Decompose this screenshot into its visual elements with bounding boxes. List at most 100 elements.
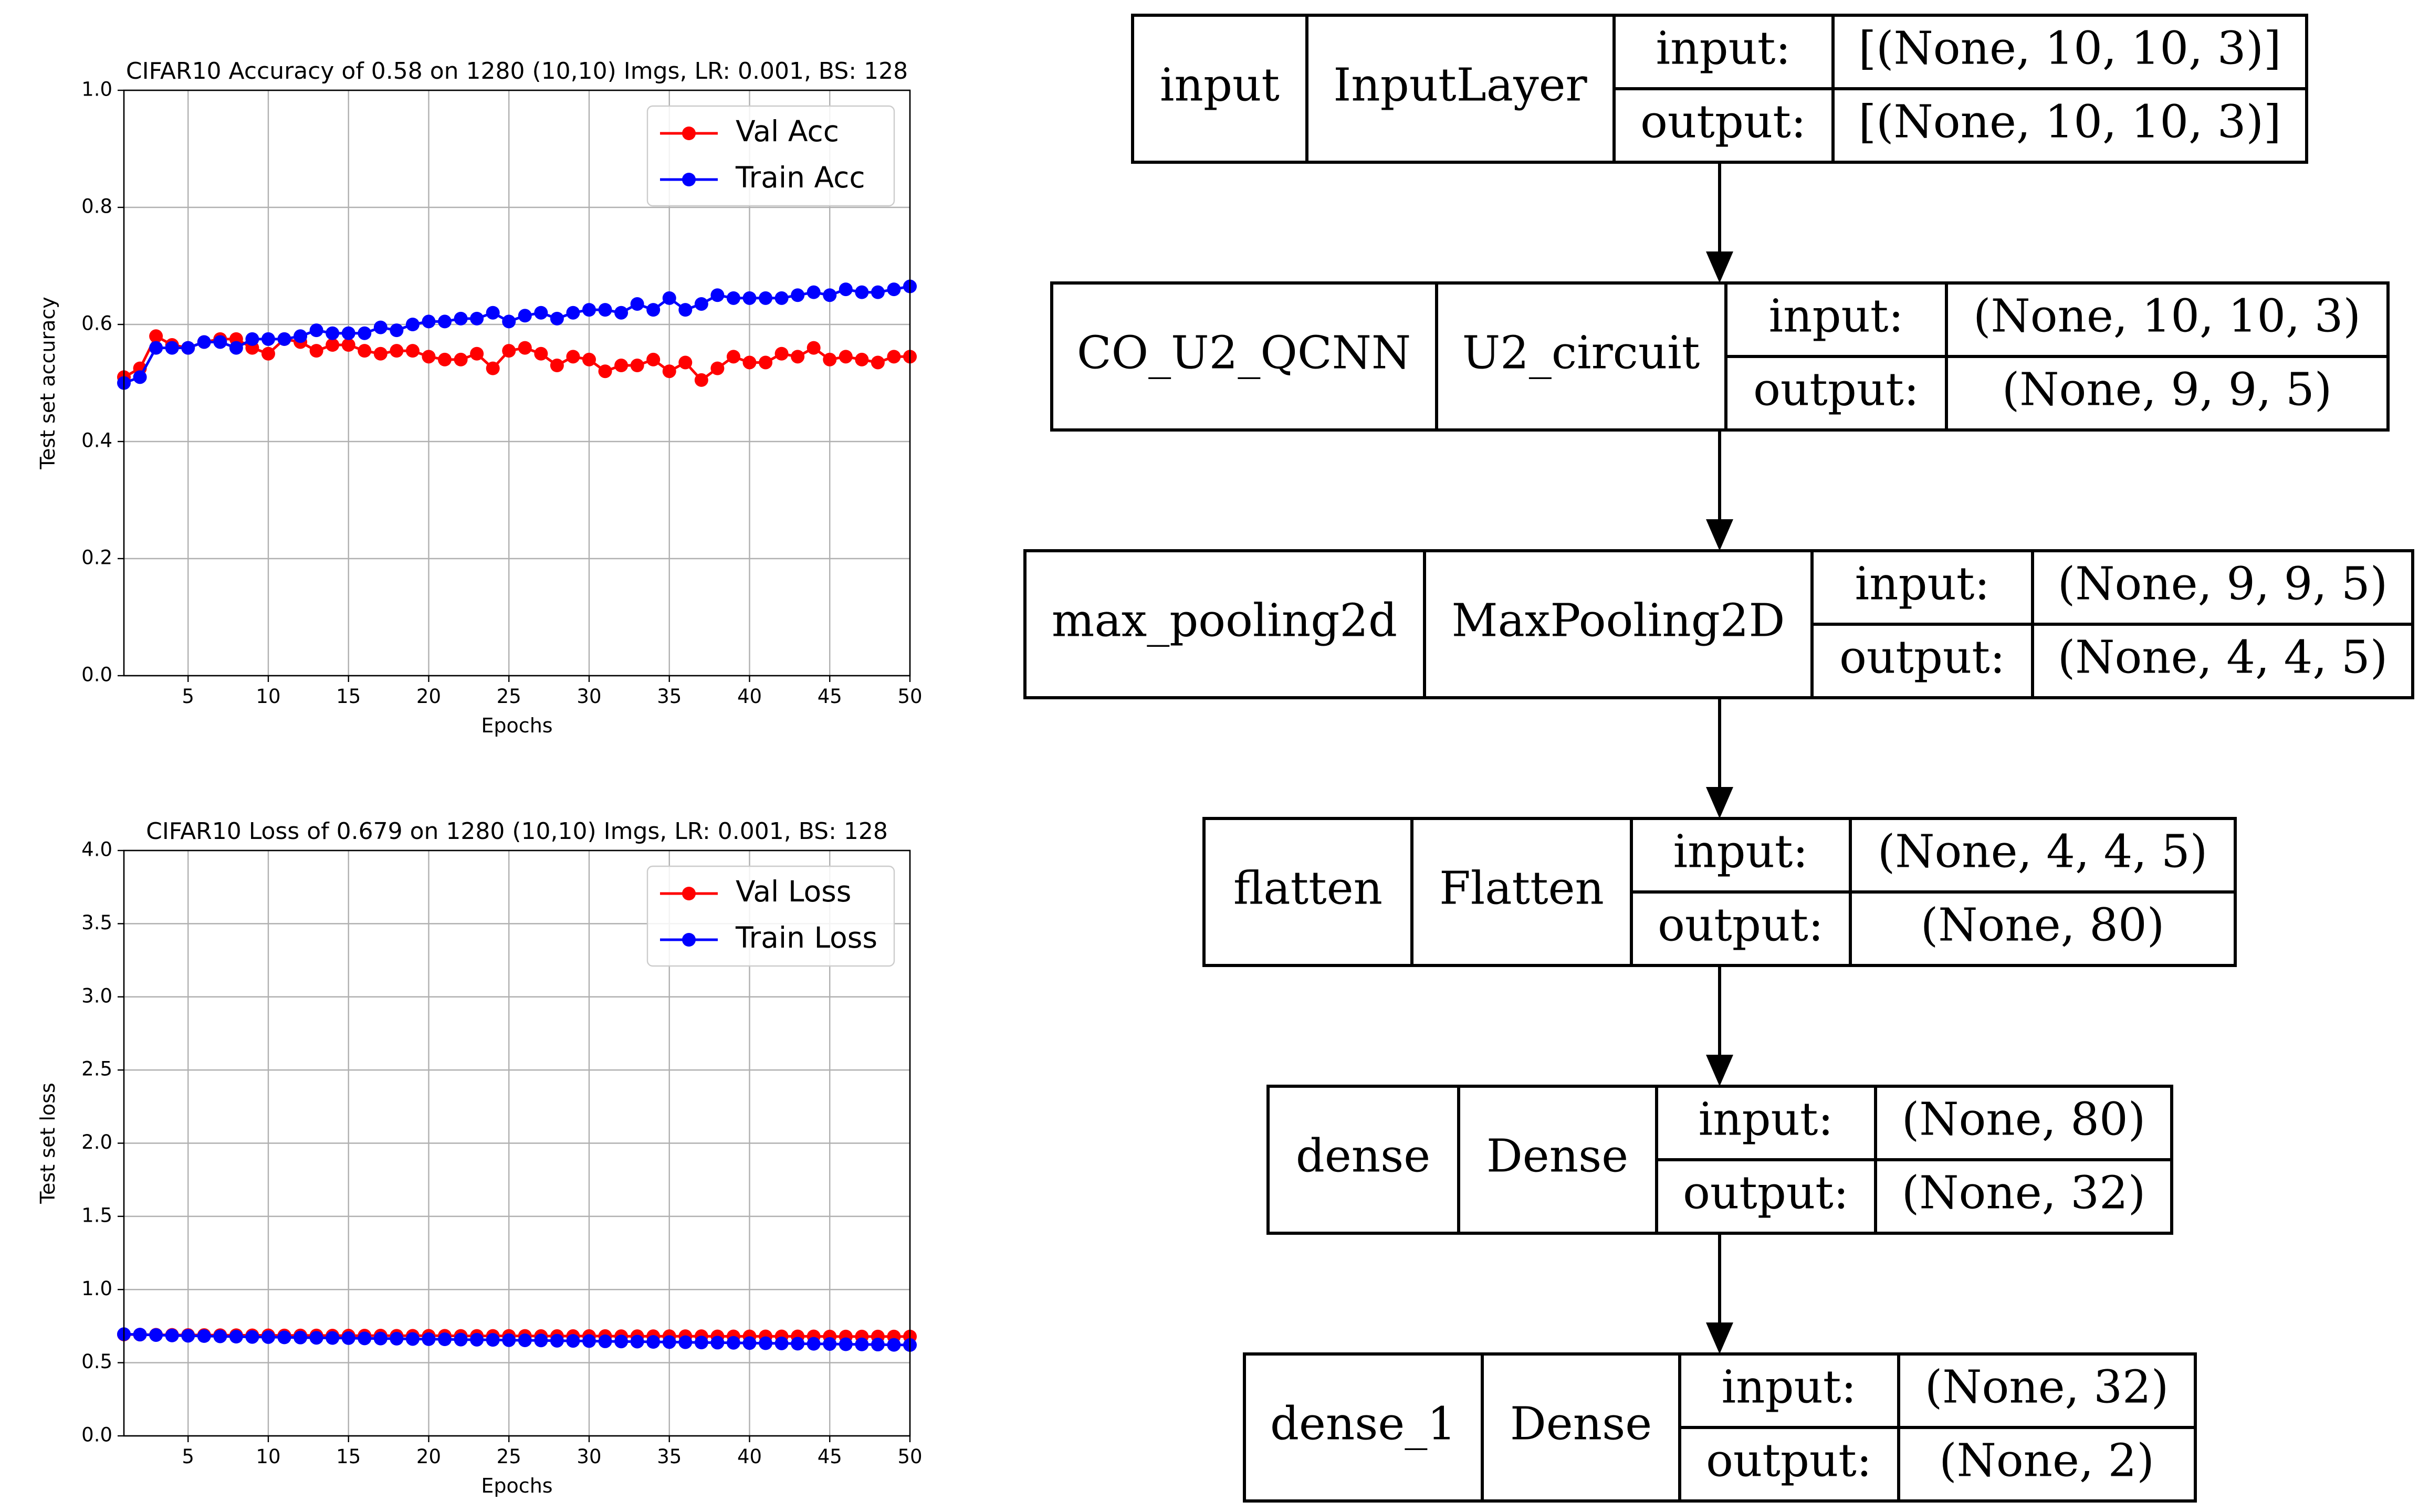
x-tick-label: 10 xyxy=(256,685,280,708)
plot-frame xyxy=(123,849,911,1437)
data-point xyxy=(598,364,612,379)
legend-marker xyxy=(682,933,696,947)
data-point xyxy=(726,350,740,364)
data-point xyxy=(694,373,708,387)
data-point xyxy=(598,1334,612,1348)
data-point xyxy=(245,1330,259,1344)
data-point xyxy=(229,341,243,355)
data-point xyxy=(678,355,693,370)
output-shape: (None, 4, 4, 5) xyxy=(2058,632,2388,684)
output-label: output: xyxy=(1706,1435,1872,1487)
data-point xyxy=(678,303,693,317)
x-tick-label: 5 xyxy=(182,685,194,708)
data-point xyxy=(887,350,901,364)
data-point xyxy=(341,338,355,352)
data-point xyxy=(726,291,740,305)
data-point xyxy=(598,303,612,317)
input-shape: (None, 4, 4, 5) xyxy=(1878,826,2208,878)
data-point xyxy=(213,335,227,349)
x-tick-label: 35 xyxy=(657,685,682,708)
data-point xyxy=(165,1328,179,1342)
layer-type: Dense xyxy=(1486,1130,1628,1183)
output-shape: [(None, 10, 10, 3)] xyxy=(1858,96,2281,149)
data-point xyxy=(710,288,725,302)
data-point xyxy=(774,346,789,361)
output-shape: (None, 80) xyxy=(1921,899,2165,952)
data-point xyxy=(774,1336,789,1350)
layer-name: dense_1 xyxy=(1270,1398,1456,1451)
data-point xyxy=(839,350,853,364)
data-point xyxy=(550,359,564,373)
input-label: input: xyxy=(1673,826,1808,878)
x-tick-label: 30 xyxy=(577,685,601,708)
x-tick-label: 5 xyxy=(182,1445,194,1468)
y-tick-label: 0.0 xyxy=(81,1424,112,1446)
data-point xyxy=(213,1329,227,1343)
data-point xyxy=(133,1328,147,1342)
data-point xyxy=(181,341,195,355)
data-point xyxy=(486,361,500,375)
data-point xyxy=(710,1336,725,1350)
legend-marker xyxy=(682,173,696,186)
y-tick-label: 4.0 xyxy=(81,838,112,861)
data-point xyxy=(710,361,725,375)
data-point xyxy=(358,344,372,358)
chart-title: CIFAR10 Loss of 0.679 on 1280 (10,10) Im… xyxy=(146,818,888,845)
layer-block: CO_U2_QCNN U2_circuit input: output: (No… xyxy=(1050,281,2390,432)
data-point xyxy=(454,1332,468,1347)
y-tick-label: 1.0 xyxy=(81,78,112,101)
data-point xyxy=(422,350,436,364)
data-point xyxy=(470,311,484,326)
y-tick-label: 2.0 xyxy=(81,1131,112,1153)
data-point xyxy=(438,314,452,329)
data-point xyxy=(245,332,259,346)
data-point xyxy=(502,314,516,329)
data-point xyxy=(294,329,308,343)
data-point xyxy=(678,1335,693,1349)
data-point xyxy=(839,1337,853,1351)
y-tick-label: 1.5 xyxy=(81,1204,112,1226)
data-point xyxy=(358,326,372,340)
data-point xyxy=(742,1336,757,1350)
layer-block: input InputLayer input: output: [(None, … xyxy=(1131,14,2308,164)
output-label: output: xyxy=(1683,1167,1849,1220)
layer-block: dense Dense input: output: (None, 80) (N… xyxy=(1266,1085,2173,1235)
data-point xyxy=(341,326,355,340)
data-point xyxy=(839,282,853,297)
data-point xyxy=(823,288,837,302)
chart-panel: 5 10 15 20 25 30 35 40 45 50 0.0 0.5 1.0 1.5 2.0 2.5 3.0… xyxy=(36,818,923,1497)
data-point xyxy=(566,350,580,364)
data-point xyxy=(742,291,757,305)
x-tick-label: 40 xyxy=(737,1445,762,1468)
layer-type: Dense xyxy=(1510,1398,1652,1451)
output-label: output: xyxy=(1658,899,1824,952)
data-point xyxy=(149,1328,163,1342)
data-point xyxy=(807,341,821,355)
data-point xyxy=(582,352,596,366)
data-point xyxy=(694,1336,708,1350)
y-tick-label: 0.0 xyxy=(81,664,112,686)
y-axis-title: Test set loss xyxy=(36,1083,59,1204)
data-point xyxy=(261,346,275,361)
layer-type: MaxPooling2D xyxy=(1452,595,1785,647)
data-point xyxy=(759,291,773,305)
data-point xyxy=(855,285,869,299)
data-point xyxy=(662,364,676,379)
output-label: output: xyxy=(1839,632,2005,684)
data-point xyxy=(309,344,323,358)
data-point xyxy=(229,1330,243,1344)
data-point xyxy=(470,346,484,361)
input-label: input: xyxy=(1656,23,1791,75)
data-point xyxy=(823,352,837,366)
data-point xyxy=(662,1335,676,1349)
data-point xyxy=(614,359,629,373)
input-label: input: xyxy=(1769,290,1904,343)
data-point xyxy=(887,1338,901,1352)
data-point xyxy=(261,1330,275,1344)
layer-name: CO_U2_QCNN xyxy=(1077,327,1411,380)
data-point xyxy=(309,1331,323,1345)
legend-label: Val Acc xyxy=(736,114,839,148)
data-point xyxy=(518,341,532,355)
x-tick-label: 45 xyxy=(818,685,842,708)
data-point xyxy=(405,1332,420,1346)
